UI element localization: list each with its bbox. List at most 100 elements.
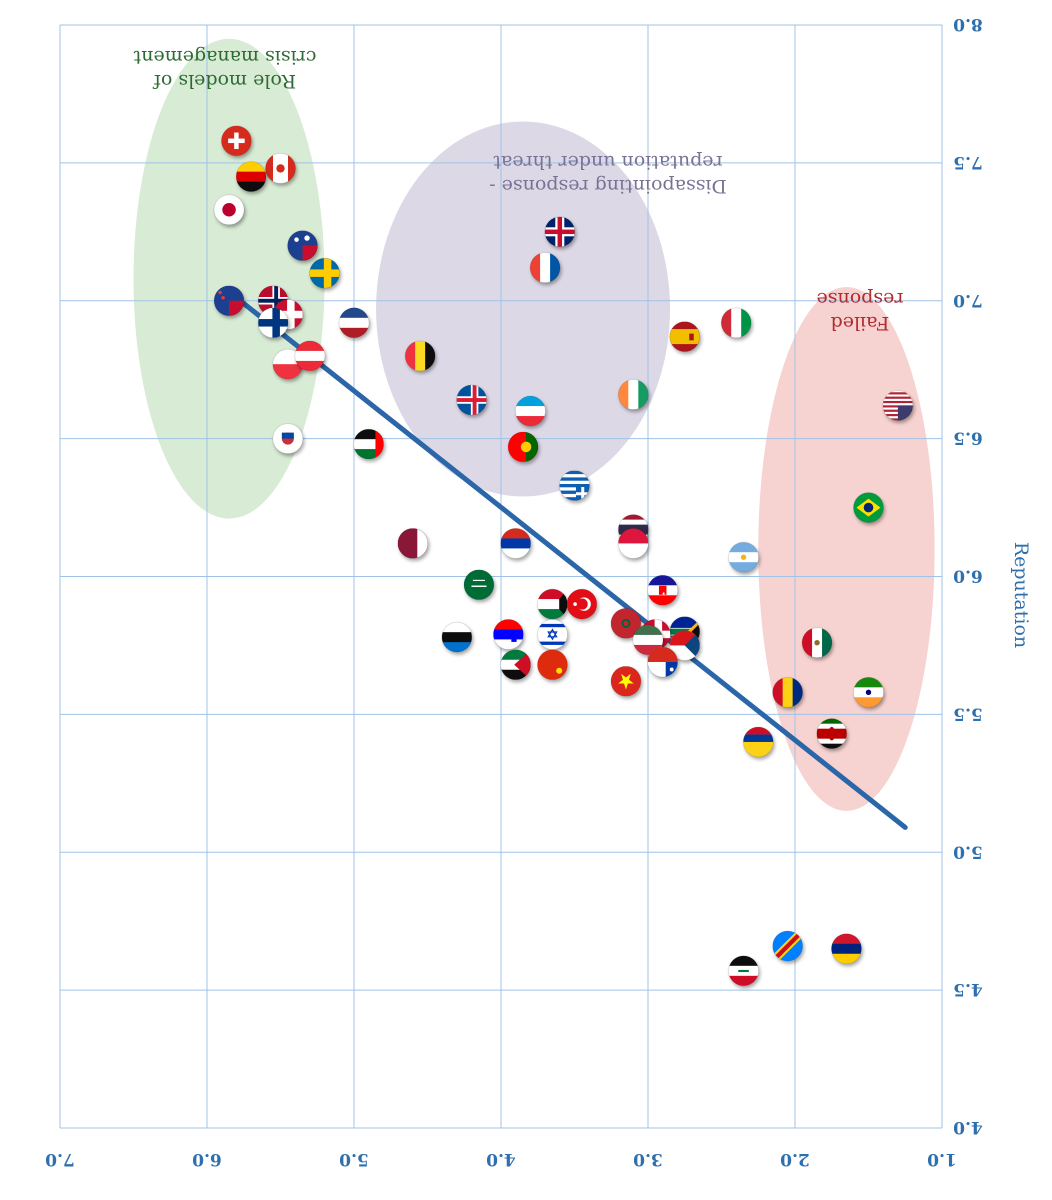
data-point — [853, 676, 884, 708]
flag-rim — [801, 627, 833, 659]
zone-label-line: Role models of — [152, 70, 296, 92]
flag-art — [633, 624, 663, 655]
flag-part — [728, 561, 759, 573]
flag-art — [647, 646, 678, 677]
flag-part — [853, 697, 884, 708]
flag-part — [882, 418, 913, 421]
flag-part — [559, 497, 590, 501]
flag-jordan-icon — [500, 649, 531, 680]
flag-part — [816, 738, 847, 744]
flag-art — [831, 933, 862, 964]
data-point — [515, 395, 546, 427]
flag-part — [882, 409, 913, 412]
zone-labels: Role models ofcrisis management Dissapoin… — [133, 46, 903, 334]
flag-ireland-icon — [618, 379, 649, 410]
flag-part — [633, 644, 663, 655]
flag-part — [287, 153, 296, 184]
flag-rim — [272, 423, 304, 455]
data-point — [559, 470, 590, 501]
flag-part — [511, 635, 517, 642]
zone-label-line: response — [817, 288, 904, 310]
flag-part — [515, 405, 546, 417]
flag-part — [772, 677, 783, 708]
flag-part — [556, 667, 563, 674]
data-point — [507, 431, 539, 463]
flag-rim — [309, 257, 341, 289]
flag-part — [638, 379, 649, 410]
flag-part — [537, 623, 568, 628]
flag-part — [339, 307, 369, 318]
flag-rim — [728, 541, 759, 573]
flag-part — [236, 161, 267, 172]
flag-rim — [610, 665, 642, 697]
flag-part — [537, 589, 568, 600]
flag-part — [222, 203, 236, 217]
flag-art — [309, 258, 340, 289]
flag-part — [471, 585, 487, 588]
y-tick-label: 6.0 — [953, 566, 983, 586]
flag-part — [772, 931, 803, 962]
data-point — [728, 955, 759, 987]
flag-rim — [463, 569, 495, 601]
flag-finland-icon — [258, 307, 289, 338]
flag-rim — [397, 528, 429, 559]
flag-art — [853, 492, 884, 523]
flag-art — [265, 153, 296, 184]
flag-art — [537, 619, 568, 650]
data-point — [309, 257, 341, 289]
flag-art — [721, 307, 752, 338]
flag-rim — [265, 152, 296, 184]
flag-part — [265, 153, 273, 184]
flag-rim — [220, 125, 252, 157]
flag-rim — [566, 588, 598, 620]
data-point — [816, 718, 848, 750]
flag-part — [424, 340, 436, 371]
flag-part — [530, 252, 541, 283]
x-tick-label: 6.0 — [192, 1149, 222, 1169]
flag-rim — [831, 933, 862, 965]
flag-art — [397, 528, 428, 559]
data-points — [213, 125, 914, 987]
flag-iraq-icon — [728, 955, 759, 986]
flag-hungary-icon — [633, 624, 663, 655]
flag-art — [802, 627, 833, 658]
flag-part — [500, 649, 531, 660]
flag-part — [618, 524, 649, 530]
flag-part — [882, 392, 913, 395]
data-point — [831, 933, 862, 965]
flag-part — [309, 269, 340, 277]
flag-art — [500, 649, 531, 680]
data-point — [397, 528, 429, 559]
flag-art — [441, 622, 472, 653]
flag-part — [618, 519, 649, 525]
flag-rim — [559, 470, 590, 501]
flag-part — [802, 627, 813, 658]
flag-part — [417, 528, 428, 559]
data-point — [647, 574, 679, 606]
flag-uk-icon — [544, 216, 575, 247]
flag-part — [258, 319, 289, 327]
flag-part — [294, 350, 325, 361]
flag-rim — [853, 492, 884, 523]
flag-estonia-icon — [441, 622, 472, 653]
flag-part — [281, 432, 294, 439]
flag-part — [520, 441, 532, 453]
flag-colombia-icon — [743, 726, 774, 757]
flag-israel-icon — [537, 619, 568, 650]
flag-rim — [257, 307, 289, 339]
flag-belgium-icon — [405, 340, 436, 371]
flag-part — [662, 592, 665, 595]
flag-art — [294, 340, 325, 371]
flag-art — [566, 589, 597, 620]
flag-part — [493, 619, 524, 630]
flag-part — [882, 414, 913, 417]
flag-part — [493, 639, 524, 650]
flag-part — [740, 307, 752, 338]
zone-label-line: crisis management — [133, 46, 316, 68]
flag-part — [730, 307, 742, 338]
flag-part — [738, 969, 749, 973]
flag-part — [500, 548, 531, 559]
data-point — [235, 161, 267, 193]
flag-rim — [213, 194, 245, 226]
